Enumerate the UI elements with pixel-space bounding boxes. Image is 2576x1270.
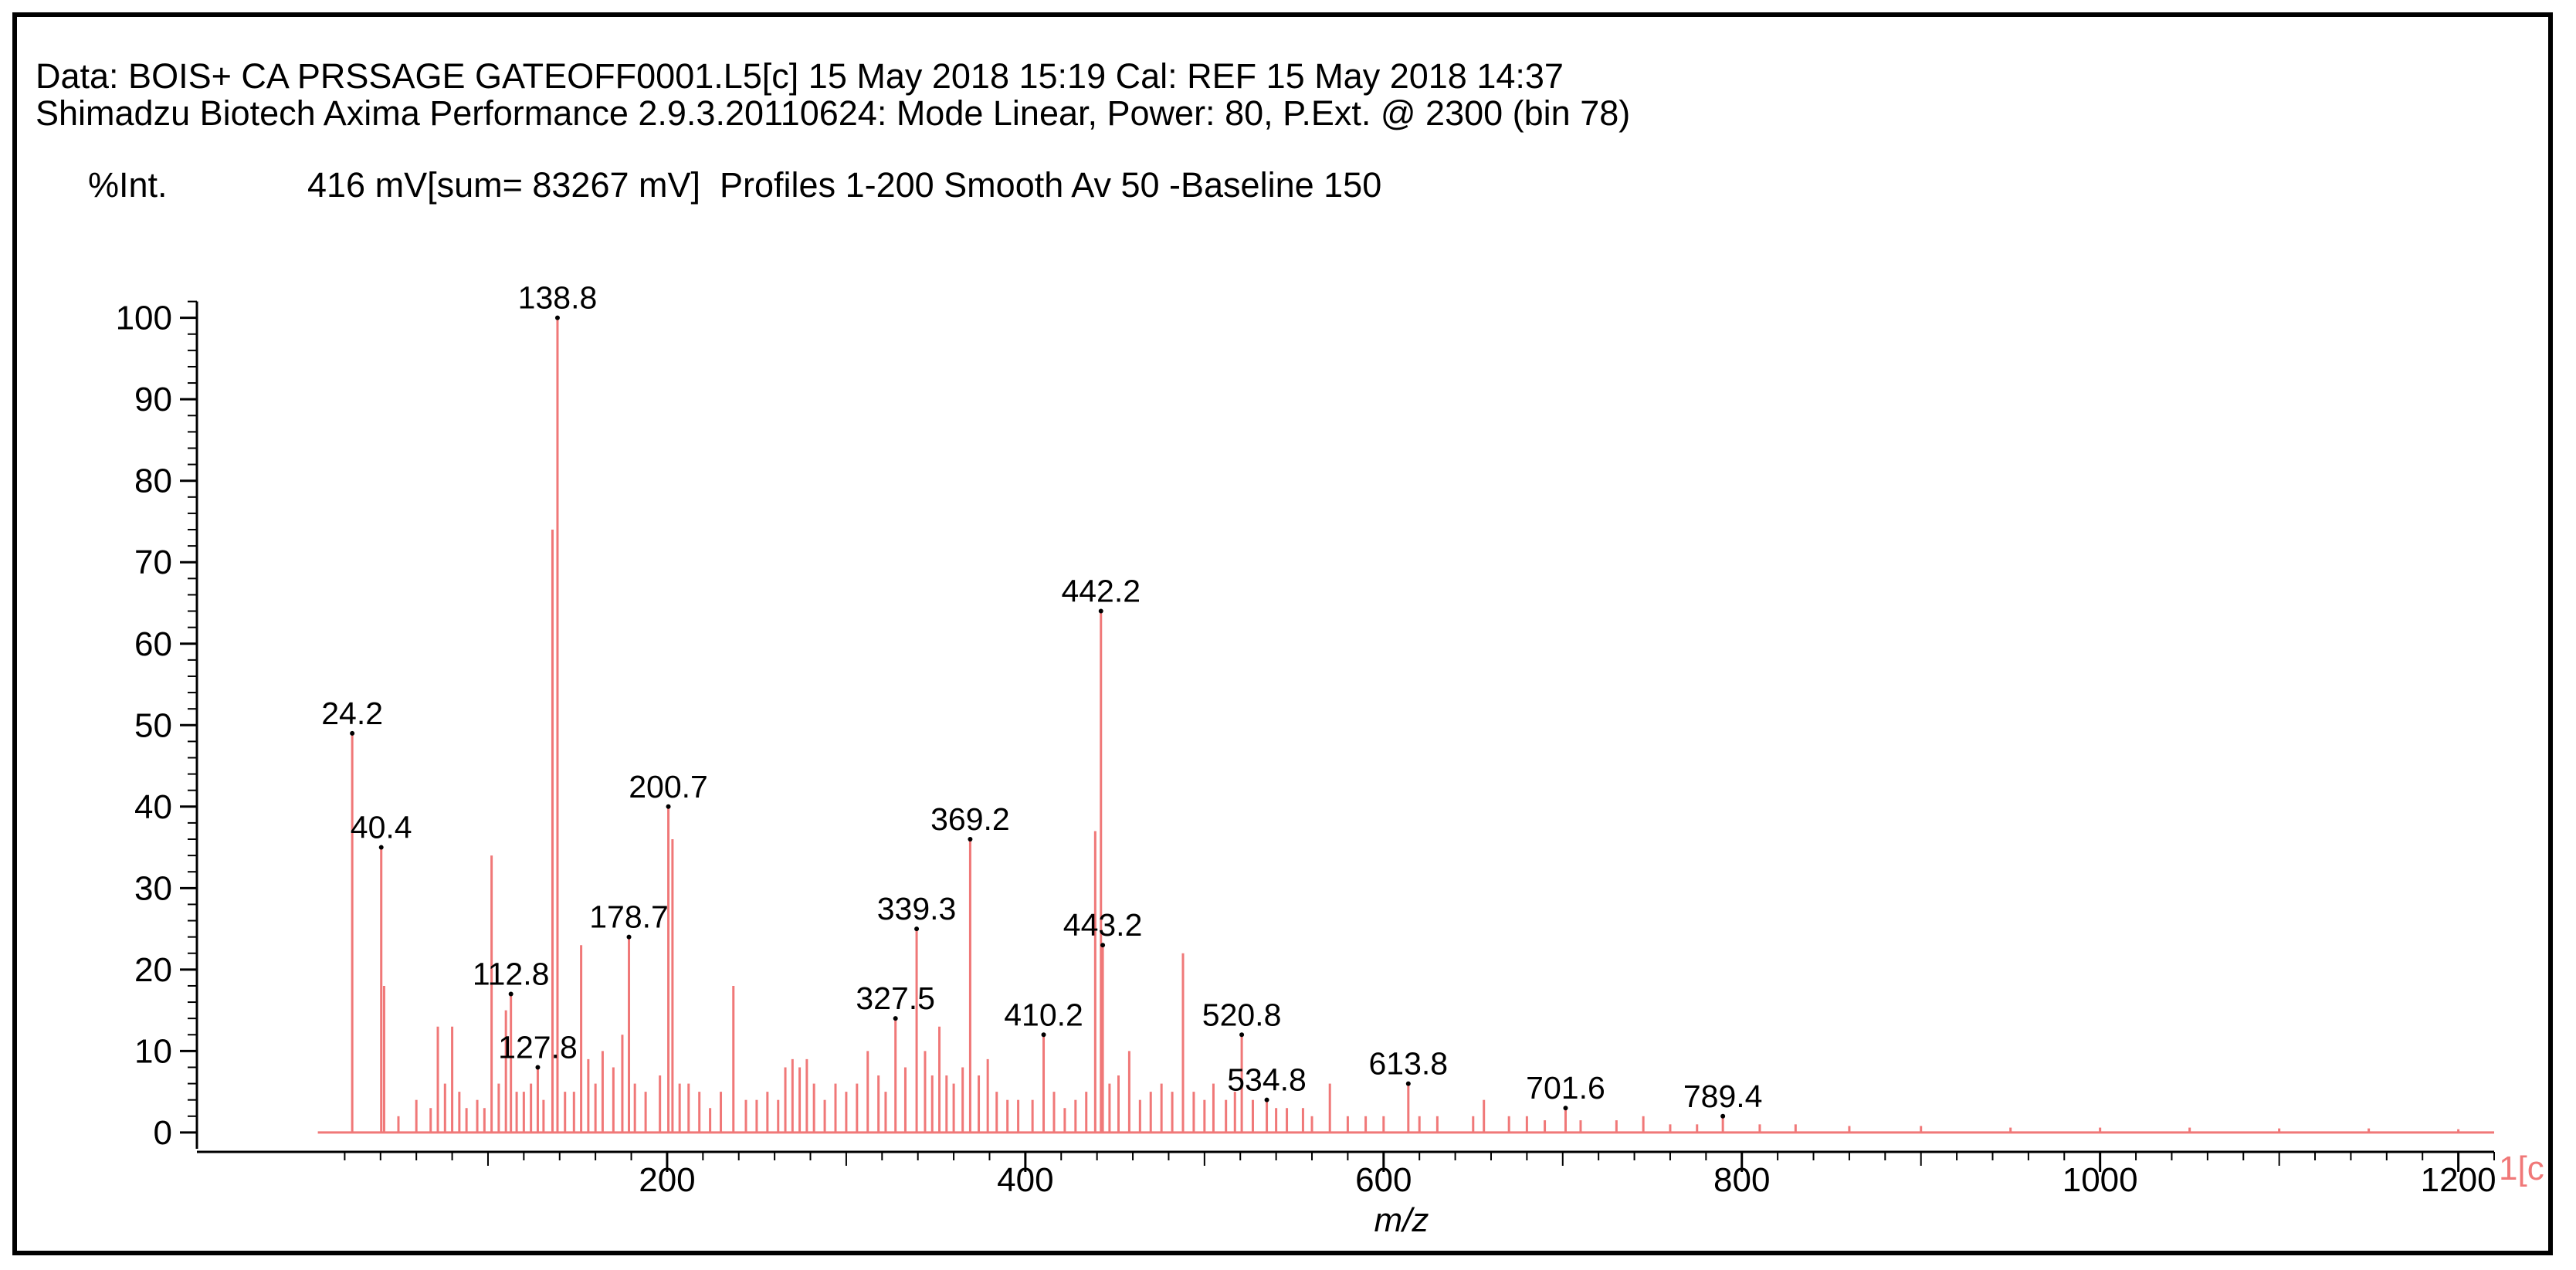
data-header-line: Data: BOIS+ CA PRSSAGE GATEOFF0001.L5[c]… [36,56,1564,96]
x-tick-label: 400 [997,1161,1053,1199]
peak-marker [1239,1032,1245,1038]
y-tick-label: 0 [154,1114,172,1152]
peak-label: 24.2 [321,696,383,731]
y-tick-label: 90 [134,381,172,418]
peak-label: 534.8 [1227,1062,1307,1098]
peak-marker [968,837,973,842]
y-tick-label: 30 [134,869,172,907]
peak-label: 369.2 [930,801,1010,837]
peak-label: 520.8 [1202,997,1282,1032]
x-tick-label: 800 [1713,1161,1770,1199]
peak-label: 40.4 [351,810,412,845]
peak-marker [535,1065,541,1070]
peak-label: 410.2 [1004,997,1083,1032]
peak-label: 200.7 [629,769,708,804]
chart-frame [12,12,2553,1255]
y-tick-label: 20 [134,951,172,989]
peak-label: 443.2 [1063,907,1143,943]
y-tick-label: 40 [134,788,172,826]
y-axis-title: %Int. [88,165,168,205]
peak-marker [378,845,384,850]
peak-marker [1720,1113,1726,1119]
peak-marker [1563,1106,1568,1111]
y-tick-label: 80 [134,462,172,500]
peak-marker [508,991,514,997]
peak-label: 789.4 [1683,1079,1763,1114]
acquisition-info: 416 mV[sum= 83267 mV] Profiles 1-200 Smo… [307,165,1382,205]
peak-marker [666,804,671,809]
peak-label: 442.2 [1061,574,1141,609]
y-tick-label: 70 [134,544,172,581]
peak-marker [350,730,355,736]
peak-label: 112.8 [473,957,550,992]
peak-marker [626,934,632,940]
peak-label: 127.8 [498,1029,578,1065]
peak-marker [914,926,920,932]
peak-marker [1098,608,1103,614]
x-axis-edge-label: 1[c [2499,1150,2544,1187]
peak-label: 327.5 [856,980,935,1016]
x-tick-label: 600 [1355,1161,1412,1199]
y-tick-label: 50 [134,706,172,744]
peak-marker [1264,1097,1269,1102]
peak-label: 178.7 [589,899,669,935]
instrument-header-line: Shimadzu Biotech Axima Performance 2.9.3… [36,93,1631,133]
peak-label: 138.8 [518,280,598,316]
peak-marker [554,315,560,320]
peak-label: 339.3 [877,891,957,926]
y-tick-label: 60 [134,625,172,663]
peak-marker [1405,1081,1411,1086]
x-tick-label: 200 [639,1161,695,1199]
peak-label: 613.8 [1369,1046,1449,1082]
x-axis-title: m/z [1374,1201,1429,1239]
peak-label: 701.6 [1526,1070,1605,1106]
y-tick-label: 10 [134,1032,172,1070]
peak-marker [1100,943,1106,948]
peak-marker [1041,1032,1046,1038]
x-tick-label: 1200 [2421,1161,2496,1199]
x-tick-label: 1000 [2062,1161,2138,1199]
y-tick-label: 100 [116,300,172,337]
peak-marker [893,1016,898,1021]
